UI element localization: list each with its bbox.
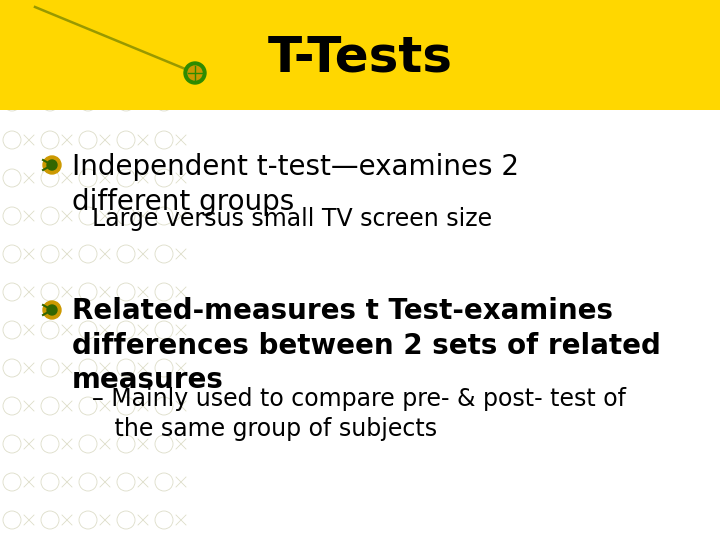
Text: T-Tests: T-Tests: [268, 34, 452, 82]
Circle shape: [43, 301, 61, 319]
Text: Related-measures t Test-examines
differences between 2 sets of related
measures: Related-measures t Test-examines differe…: [72, 297, 661, 394]
Circle shape: [47, 160, 57, 170]
Circle shape: [43, 156, 61, 174]
Text: – Mainly used to compare pre- & post- test of
   the same group of subjects: – Mainly used to compare pre- & post- te…: [92, 387, 626, 441]
FancyBboxPatch shape: [0, 0, 720, 110]
Text: Large versus small TV screen size: Large versus small TV screen size: [92, 207, 492, 231]
Circle shape: [188, 66, 202, 80]
Circle shape: [47, 305, 57, 315]
Text: Independent t-test—examines 2
different groups: Independent t-test—examines 2 different …: [72, 153, 519, 215]
Circle shape: [184, 62, 206, 84]
